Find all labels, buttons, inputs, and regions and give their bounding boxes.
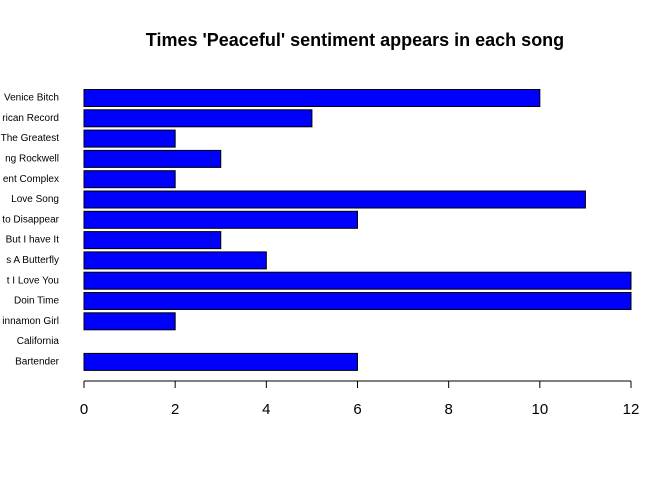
x-tick-label: 10 <box>531 401 548 418</box>
y-tick-label: ent Complex <box>3 174 59 185</box>
y-tick-label: The Greatest <box>1 133 60 144</box>
bar <box>83 89 541 107</box>
x-tick-label: 4 <box>262 401 270 418</box>
bar <box>83 170 176 189</box>
x-tick-label: 2 <box>171 401 179 418</box>
bar <box>83 251 267 270</box>
y-tick-label: rican Record <box>2 113 59 124</box>
bar <box>83 352 358 371</box>
y-tick-label: t I Love You <box>7 275 59 286</box>
chart-title: Times 'Peaceful' sentiment appears in ea… <box>146 30 564 50</box>
x-tick-label: 12 <box>623 401 640 418</box>
y-tick-label: s A Butterfly <box>6 255 59 266</box>
y-tick-label: innamon Girl <box>2 316 59 327</box>
y-tick-label: ng Rockwell <box>5 154 59 165</box>
bar <box>83 190 586 209</box>
bar <box>83 210 358 229</box>
y-tick-label: to Disappear <box>2 214 59 225</box>
bar <box>83 231 222 250</box>
y-tick-label: Venice Bitch <box>4 93 59 104</box>
bar <box>83 271 632 290</box>
y-tick-label: Doin Time <box>14 296 59 307</box>
x-tick-label: 8 <box>444 401 452 418</box>
bar <box>83 292 632 310</box>
y-tick-label: But I have It <box>6 235 60 246</box>
x-tick-label: 6 <box>353 401 361 418</box>
y-tick-label: Love Song <box>11 194 59 205</box>
bar <box>83 109 313 128</box>
y-tick-label: Bartender <box>15 357 60 368</box>
bar <box>83 312 176 331</box>
bar <box>83 129 176 148</box>
bar <box>83 149 222 168</box>
x-tick-label: 0 <box>80 401 88 418</box>
y-tick-label: California <box>17 336 60 347</box>
